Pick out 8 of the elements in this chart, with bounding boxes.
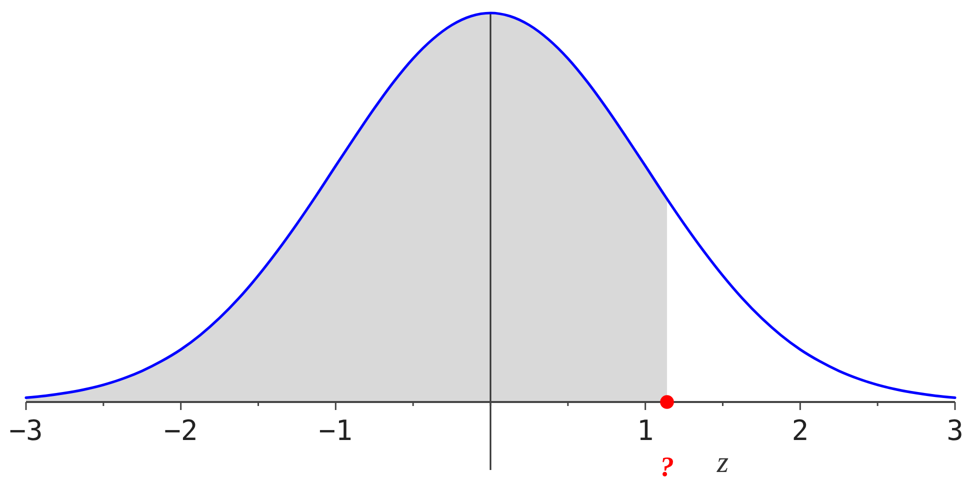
x-tick-label: −3 — [9, 414, 43, 447]
x-axis-title: z — [716, 446, 729, 479]
x-tick-label: 3 — [946, 414, 964, 447]
x-tick-label: 1 — [636, 414, 654, 447]
annotation: ? — [660, 452, 674, 483]
x-tick-label: 2 — [792, 414, 809, 447]
x-tick-label: −1 — [318, 414, 353, 447]
x-tick-label: −2 — [164, 414, 198, 447]
